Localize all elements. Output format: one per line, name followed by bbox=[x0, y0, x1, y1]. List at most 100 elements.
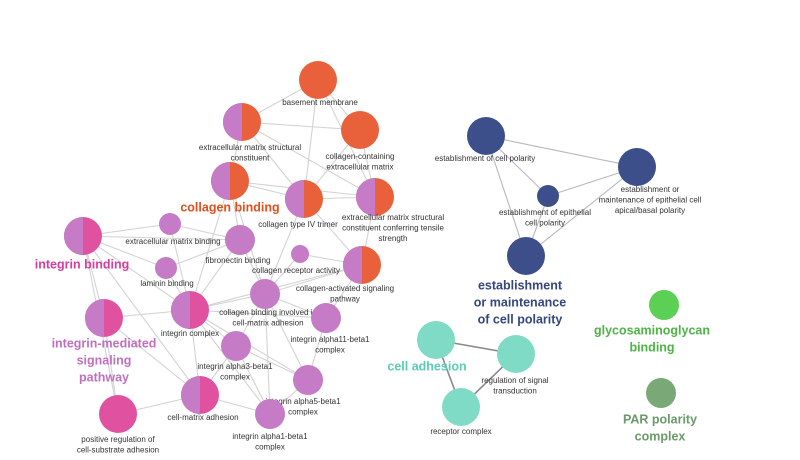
node-label: complex bbox=[288, 408, 318, 417]
group-label: complex bbox=[635, 429, 686, 443]
node-circle bbox=[341, 111, 379, 149]
node-label: cell-matrix adhesion bbox=[167, 413, 238, 422]
node-label: cell-matrix adhesion bbox=[232, 319, 303, 328]
node bbox=[171, 291, 209, 329]
node-circle bbox=[250, 279, 280, 309]
edge bbox=[189, 180, 231, 311]
node-label: collagen receptor activity bbox=[252, 266, 340, 275]
node-label: establishment of cell polarity bbox=[435, 154, 536, 163]
edge bbox=[241, 121, 361, 131]
edge bbox=[189, 309, 271, 415]
node bbox=[64, 217, 102, 255]
node-half bbox=[171, 291, 190, 329]
node bbox=[293, 365, 323, 395]
group-label: binding bbox=[629, 340, 674, 354]
node-half bbox=[85, 299, 104, 337]
node bbox=[291, 245, 309, 263]
node-label: constituent conferring tensile bbox=[342, 224, 444, 233]
edge bbox=[189, 309, 327, 319]
node-circle bbox=[159, 213, 181, 235]
node-label: apical/basal polarity bbox=[615, 206, 685, 215]
node-label: constituent bbox=[231, 154, 270, 163]
node-label: integrin alpha1-beta1 bbox=[232, 432, 308, 441]
node-label: integrin alpha5-beta1 bbox=[265, 397, 341, 406]
node-label: pathway bbox=[330, 295, 360, 304]
node bbox=[99, 395, 137, 433]
node-half bbox=[181, 376, 200, 414]
node-circle bbox=[618, 148, 656, 186]
edge bbox=[82, 235, 241, 241]
node-circle bbox=[537, 185, 559, 207]
node-label: collagen type IV trimer bbox=[258, 220, 338, 229]
node-label: complex bbox=[315, 346, 345, 355]
edge bbox=[525, 166, 638, 257]
node-label: integrin alpha3-beta1 bbox=[197, 362, 273, 371]
node bbox=[225, 225, 255, 255]
group-label: signaling bbox=[77, 353, 132, 367]
node bbox=[646, 378, 676, 408]
edge bbox=[485, 135, 527, 257]
node-circle bbox=[507, 237, 545, 275]
node bbox=[356, 178, 394, 216]
node-circle bbox=[299, 61, 337, 99]
edge bbox=[264, 293, 309, 381]
node-label: strength bbox=[379, 234, 408, 243]
node-label: transduction bbox=[493, 387, 537, 396]
node bbox=[442, 388, 480, 426]
node bbox=[223, 103, 261, 141]
node-label: fibronectin binding bbox=[206, 256, 271, 265]
node-label: integrin complex bbox=[161, 329, 219, 338]
edge bbox=[303, 79, 319, 200]
node-half bbox=[356, 178, 375, 216]
node-label: regulation of signal bbox=[481, 376, 548, 385]
node bbox=[181, 376, 219, 414]
node bbox=[159, 213, 181, 235]
node-circle bbox=[291, 245, 309, 263]
node-label: complex bbox=[255, 443, 285, 452]
node-circle bbox=[467, 117, 505, 155]
node bbox=[417, 321, 455, 359]
node-circle bbox=[646, 378, 676, 408]
node-circle bbox=[311, 303, 341, 333]
node-circle bbox=[255, 399, 285, 429]
node bbox=[250, 279, 280, 309]
node-circle bbox=[221, 331, 251, 361]
node-label: integrin alpha11-beta1 bbox=[290, 335, 370, 344]
node-label: establishment of epithelial bbox=[499, 208, 591, 217]
node-half bbox=[64, 217, 83, 255]
node bbox=[285, 180, 323, 218]
node bbox=[211, 162, 249, 200]
node-label: extracellular matrix structural bbox=[199, 143, 301, 152]
node-circle bbox=[155, 257, 177, 279]
node bbox=[649, 290, 679, 320]
group-label: collagen binding bbox=[180, 200, 279, 214]
node-label: maintenance of epithelial cell bbox=[599, 196, 702, 205]
node bbox=[467, 117, 505, 155]
node-circle bbox=[649, 290, 679, 320]
node-label: extracellular matrix binding bbox=[125, 237, 220, 246]
group-label: cell adhesion bbox=[387, 359, 466, 373]
edge bbox=[82, 235, 201, 396]
node-label: collagen-activated signaling bbox=[296, 284, 394, 293]
node-label: basement membrane bbox=[282, 98, 358, 107]
node-label: laminin binding bbox=[140, 279, 193, 288]
node bbox=[343, 246, 381, 284]
node-label: collagen binding involved in bbox=[219, 308, 317, 317]
group-label: integrin binding bbox=[35, 257, 129, 271]
node bbox=[255, 399, 285, 429]
node-label: complex bbox=[220, 373, 250, 382]
group-label: integrin-mediated bbox=[52, 336, 157, 350]
group-label: of cell polarity bbox=[478, 312, 563, 326]
node-label: establishment or bbox=[621, 185, 680, 194]
edge bbox=[485, 135, 638, 168]
node bbox=[507, 237, 545, 275]
node-half bbox=[211, 162, 230, 200]
edge bbox=[103, 317, 201, 396]
node-label: cell polarity bbox=[525, 219, 565, 228]
group-label: PAR polarity bbox=[623, 412, 697, 426]
group-label: establishment bbox=[478, 278, 563, 292]
node-half bbox=[223, 103, 242, 141]
node bbox=[497, 335, 535, 373]
node bbox=[341, 111, 379, 149]
